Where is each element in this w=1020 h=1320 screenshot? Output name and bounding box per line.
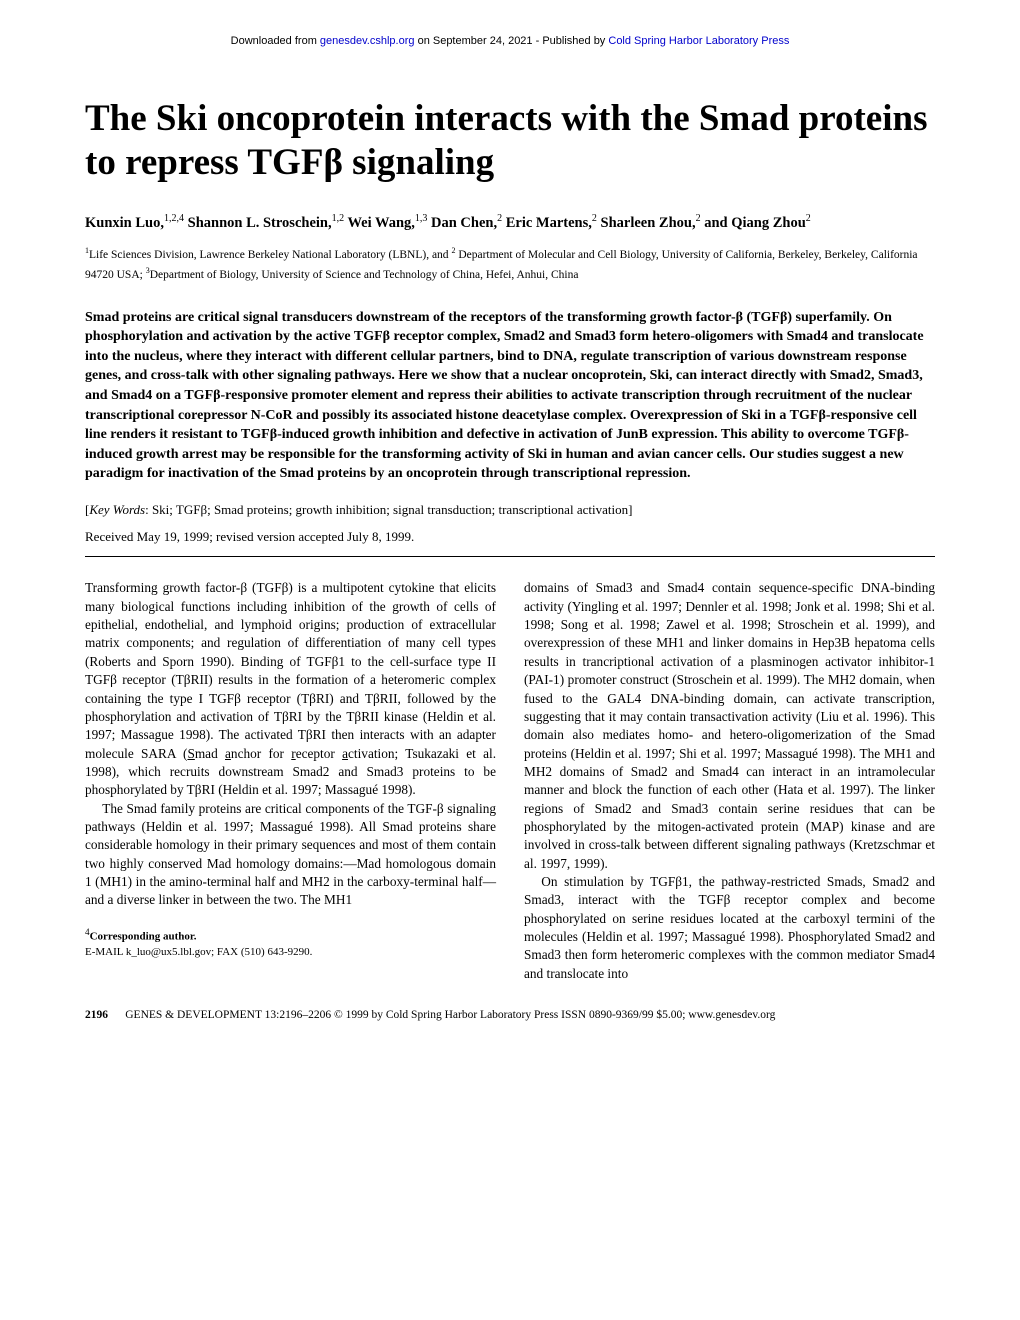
corresponding-footnote: 4Corresponding author. E-MAIL k_luo@ux5.… — [85, 926, 496, 960]
banner-link-1[interactable]: genesdev.cshlp.org — [320, 35, 415, 47]
footer-citation: GENES & DEVELOPMENT 13:2196–2206 © 1999 … — [125, 1009, 775, 1021]
abstract: Smad proteins are critical signal transd… — [85, 308, 935, 484]
footer-left: 2196 GENES & DEVELOPMENT 13:2196–2206 © … — [85, 1009, 775, 1021]
page-footer: 2196 GENES & DEVELOPMENT 13:2196–2206 © … — [85, 1009, 935, 1021]
body-paragraph: On stimulation by TGFβ1, the pathway-res… — [524, 873, 935, 983]
body-paragraph: The Smad family proteins are critical co… — [85, 800, 496, 910]
footnote-line: E-MAIL k_luo@ux5.lbl.gov; FAX (510) 643-… — [85, 945, 496, 960]
body-col-left: Transforming growth factor-β (TGFβ) is a… — [85, 579, 496, 983]
banner-middle: on September 24, 2021 - Published by — [415, 35, 609, 47]
body-col-right: domains of Smad3 and Smad4 contain seque… — [524, 579, 935, 983]
affiliations: 1Life Sciences Division, Lawrence Berkel… — [85, 245, 935, 283]
footnote-line: 4Corresponding author. — [85, 926, 496, 945]
body-columns: Transforming growth factor-β (TGFβ) is a… — [85, 579, 935, 983]
authors-line: Kunxin Luo,1,2,4 Shannon L. Stroschein,1… — [85, 212, 935, 233]
banner-link-2[interactable]: Cold Spring Harbor Laboratory Press — [608, 35, 789, 47]
page-container: Downloaded from genesdev.cshlp.org on Se… — [0, 0, 1020, 1051]
download-banner: Downloaded from genesdev.cshlp.org on Se… — [85, 35, 935, 47]
received-line: Received May 19, 1999; revised version a… — [85, 529, 935, 545]
keywords: [Key Words: Ski; TGFβ; Smad proteins; gr… — [85, 500, 935, 520]
page-number: 2196 — [85, 1009, 108, 1021]
banner-prefix: Downloaded from — [231, 35, 320, 47]
body-paragraph: Transforming growth factor-β (TGFβ) is a… — [85, 579, 496, 799]
body-paragraph: domains of Smad3 and Smad4 contain seque… — [524, 579, 935, 873]
article-title: The Ski oncoprotein interacts with the S… — [85, 97, 935, 184]
separator-rule — [85, 556, 935, 557]
